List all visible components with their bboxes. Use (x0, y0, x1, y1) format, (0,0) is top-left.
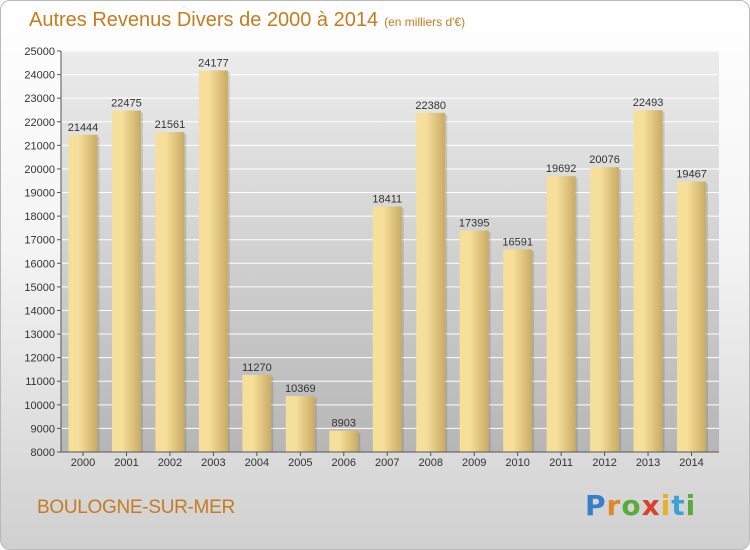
y-tick-label: 12000 (24, 353, 55, 365)
chart-unit: (en milliers d'€) (384, 15, 466, 29)
bar-value-label: 24177 (198, 57, 229, 69)
bar-value-label: 16591 (502, 236, 533, 248)
bar-value-label: 18411 (372, 193, 402, 205)
y-tick-label: 25000 (24, 46, 55, 58)
chart-title: Autres Revenus Divers de 2000 à 2014 (en … (29, 9, 465, 32)
bar (633, 110, 663, 452)
bar (459, 230, 489, 452)
chart-title-text: Autres Revenus Divers de 2000 à 2014 (29, 9, 379, 31)
bar-value-label: 10369 (285, 383, 316, 395)
axes: 8000 9000 10000 11000 12000 13000 14000 15000 16… (24, 46, 719, 469)
y-tick-label: 10000 (24, 400, 55, 412)
x-tick-label: 2011 (549, 457, 573, 469)
x-tick-label: 2010 (505, 457, 529, 469)
bar (198, 70, 228, 452)
y-tick-label: 19000 (24, 188, 55, 200)
bar (372, 206, 402, 452)
x-tick-label: 2014 (679, 457, 703, 469)
y-tick-label: 11000 (25, 376, 55, 388)
bar (590, 167, 620, 452)
city-name: BOULOGNE-SUR-MER (37, 497, 235, 518)
y-tick-label: 21000 (24, 140, 55, 152)
x-tick-label: 2007 (375, 457, 399, 469)
bar (285, 396, 315, 452)
bar (546, 176, 576, 452)
y-tick-label: 15000 (24, 282, 55, 294)
logo-letter: P (585, 489, 607, 522)
y-tick-label: 18000 (24, 211, 55, 223)
bar-value-label: 8903 (332, 418, 356, 430)
x-tick-label: 2005 (288, 457, 312, 469)
bar (329, 430, 359, 452)
y-tick-label: 17000 (24, 235, 55, 247)
bar-value-label: 19467 (676, 169, 707, 181)
logo-letter: x (641, 489, 661, 522)
x-tick-label: 2008 (418, 457, 442, 469)
y-tick-label: 14000 (24, 305, 55, 317)
y-tick-label: 16000 (24, 258, 55, 270)
x-tick-label: 2004 (245, 457, 269, 469)
bar (503, 249, 533, 452)
x-tick-label: 2012 (592, 457, 616, 469)
x-tick-label: 2001 (114, 457, 138, 469)
bar-value-label: 11270 (242, 362, 272, 374)
x-tick-label: 2002 (158, 457, 182, 469)
bar (111, 110, 141, 452)
x-tick-label: 2013 (636, 457, 660, 469)
y-tick-label: 24000 (24, 70, 55, 82)
bar-value-label: 22380 (415, 100, 446, 112)
logo-letter: o (621, 489, 642, 522)
x-tick-label: 2006 (332, 457, 356, 469)
x-tick-label: 2009 (462, 457, 486, 469)
y-tick-label: 8000 (31, 447, 55, 459)
bars: 21444 22475 21561 24177 11270 10369 8903 18411 2… (68, 57, 709, 452)
logo-letter: r (606, 489, 622, 522)
bar-value-label: 21561 (155, 119, 186, 131)
y-tick-label: 13000 (24, 329, 55, 341)
bar (242, 374, 272, 452)
y-tick-label: 9000 (31, 423, 55, 435)
logo-letter: t (671, 489, 686, 522)
y-tick-label: 23000 (24, 93, 55, 105)
x-tick-label: 2000 (71, 457, 95, 469)
bar (416, 112, 446, 452)
bar-value-label: 22493 (633, 97, 664, 109)
logo-letter: i (685, 489, 697, 522)
bar-value-label: 21444 (68, 122, 99, 134)
bar (68, 134, 98, 452)
logo-letter: i (660, 489, 672, 522)
bar (677, 181, 707, 452)
bar (155, 132, 185, 452)
x-tick-label: 2003 (201, 457, 225, 469)
bar-value-label: 17395 (459, 217, 490, 229)
bar-value-label: 20076 (589, 154, 620, 166)
y-tick-label: 20000 (24, 164, 55, 176)
bar-value-label: 19692 (546, 163, 577, 175)
y-tick-label: 22000 (24, 117, 55, 129)
proxiti-logo: Proxiti (585, 489, 696, 522)
bar-value-label: 22475 (111, 98, 142, 110)
